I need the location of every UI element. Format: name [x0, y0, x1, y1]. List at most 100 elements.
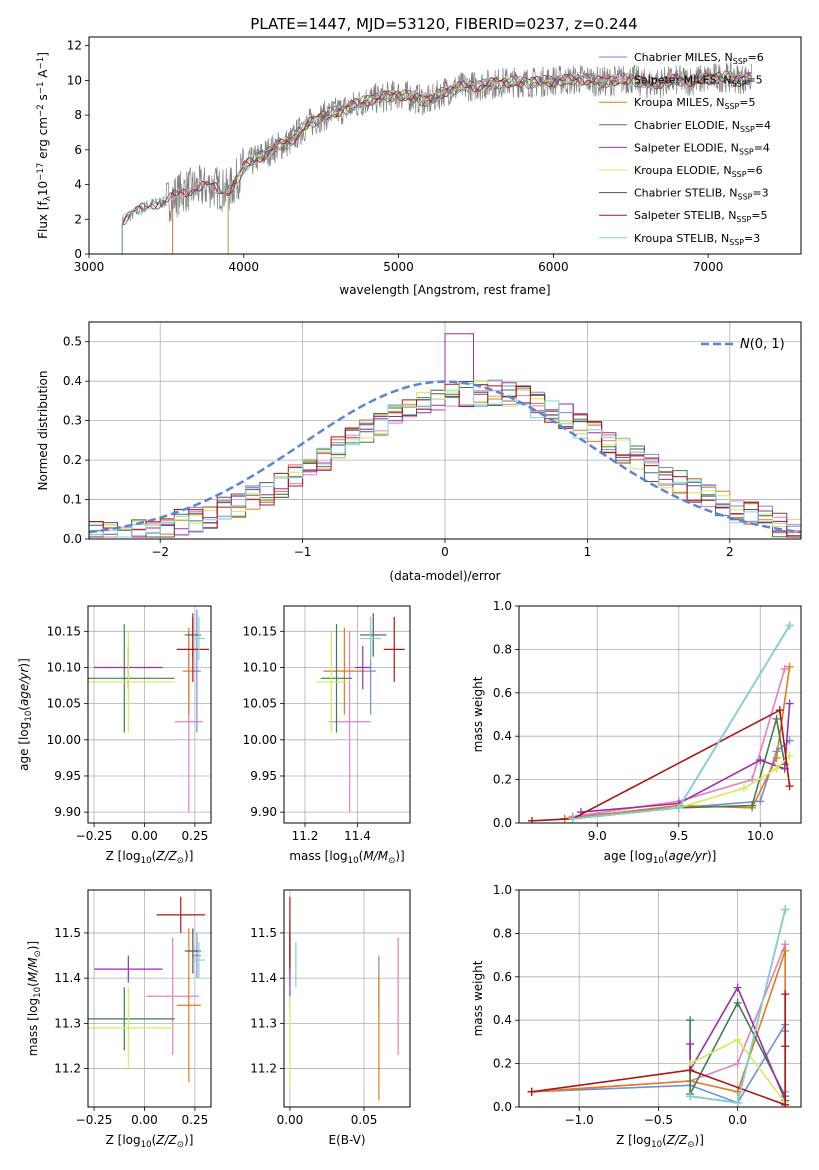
y-tick-label: 0.4 — [63, 374, 82, 388]
model-line-chabrier-miles — [172, 72, 751, 254]
marker-chabrier-elodie — [733, 998, 742, 1007]
y-tick-label: 10 — [67, 73, 82, 87]
legend-label-kroupa-stelib: Kroupa STELIB, NSSP=3 — [634, 232, 760, 247]
marker-kroupa-stelib — [785, 621, 794, 630]
mass-vs-metallicity-panel: −0.25 0.00 0.25 11.2 11.3 11.4 11.5 Z [log10(Z/… — [26, 889, 212, 1150]
y-tick-label: 0.8 — [493, 642, 512, 656]
plot-area — [528, 621, 794, 823]
marker-salpeter-elodie — [733, 983, 742, 992]
mass-weight-vs-age-panel: 9.0 9.5 10.0 0.0 0.2 0.4 0.6 0.8 1.0 age [log10(a… — [471, 599, 802, 866]
x-tick-label: −0.25 — [76, 1113, 113, 1127]
marker-kroupa-elodie — [772, 764, 781, 773]
model-line-kroupa-stelib — [121, 72, 752, 254]
marker-kroupa-elodie — [733, 1035, 742, 1044]
y-tick-label: 0.4 — [493, 1013, 512, 1027]
marker-salpeter-elodie — [756, 756, 765, 765]
x-axis-label: mass [log10(M/M⊙)] — [289, 849, 404, 866]
legend-label-chabrier-elodie: Chabrier ELODIE, NSSP=4 — [634, 119, 771, 134]
series-line-kroupa-miles — [564, 666, 791, 820]
marker-salpeter-stelib — [528, 816, 537, 823]
x-tick-label: 5000 — [383, 260, 414, 274]
y-axis-label: mass weight — [471, 676, 485, 752]
marker-kroupa-miles — [781, 946, 790, 955]
marker-kroupa-stelib — [733, 1098, 742, 1107]
y-tick-label: 10.00 — [47, 733, 81, 747]
y-tick-label: 10.15 — [47, 624, 81, 638]
x-tick-label: 4000 — [229, 260, 260, 274]
x-axis-label: wavelength [Angstrom, rest frame] — [339, 283, 550, 297]
legend-label-salpeter-stelib: Salpeter STELIB, NSSP=5 — [634, 209, 767, 224]
y-tick-label: 11.2 — [250, 1062, 277, 1076]
marker-kroupa-miles — [772, 753, 781, 762]
series-line-salpeter-stelib — [531, 708, 791, 822]
y-tick-label: 11.4 — [250, 971, 277, 985]
y-tick-label: 6 — [74, 143, 82, 157]
x-axis-label: Z [log10(Z/Z⊙)] — [106, 1133, 194, 1150]
y-tick-label: 2 — [74, 212, 82, 226]
x-tick-label: 0 — [441, 545, 449, 559]
plot-area — [89, 333, 801, 538]
y-tick-label: 0.2 — [63, 453, 82, 467]
plot-area — [289, 896, 399, 1101]
plot-area — [527, 905, 790, 1107]
plot-area — [315, 613, 405, 813]
x-tick-label: 9.0 — [588, 829, 607, 843]
y-axis-label: mass [log10(M/M⊙)] — [26, 941, 43, 1056]
marker-salpeter-stelib — [781, 1042, 790, 1051]
marker-chabrier-miles — [756, 797, 765, 806]
x-axis-label: age [log10(age/yr)] — [604, 849, 717, 866]
y-tick-label: 10.00 — [243, 733, 277, 747]
y-tick-label: 10.10 — [243, 660, 277, 674]
y-tick-label: 11.3 — [54, 1016, 81, 1030]
y-axis-label: Normed distribution — [36, 371, 50, 491]
axes-frame — [518, 889, 802, 1108]
y-tick-label: 8 — [74, 108, 82, 122]
histogram-kroupa-stelib — [89, 383, 801, 538]
y-tick-label: 11.4 — [54, 971, 81, 985]
y-tick-label: 11.5 — [54, 926, 81, 940]
x-tick-label: 2 — [726, 545, 734, 559]
y-tick-label: 0.8 — [493, 926, 512, 940]
plot-area — [121, 61, 752, 254]
y-tick-label: 9.90 — [250, 805, 277, 819]
marker-kroupa-stelib — [781, 905, 790, 914]
figure-title: PLATE=1447, MJD=53120, FIBERID=0237, z=0… — [250, 15, 637, 33]
y-tick-label: 0 — [74, 247, 82, 261]
spectrum-data-line — [121, 61, 752, 228]
x-axis-label: Z [log10(Z/Z⊙)] — [616, 1133, 704, 1150]
marker-salpeter-elodie — [785, 699, 794, 708]
x-tick-label: 6000 — [538, 260, 569, 274]
axes-frame — [283, 889, 411, 1108]
marker-salpeter-stelib — [775, 706, 784, 715]
x-tick-label: 3000 — [74, 260, 105, 274]
marker-kroupa-elodie — [785, 751, 794, 760]
marker-salpeter-miles — [780, 664, 789, 673]
y-tick-label: 0.5 — [63, 335, 82, 349]
marker-salpeter-stelib — [527, 1087, 536, 1096]
x-axis-label: (data-model)/error — [389, 569, 500, 583]
axes-frame — [87, 889, 212, 1108]
marker-kroupa-miles — [785, 662, 794, 671]
legend-label-chabrier-stelib: Chabrier STELIB, NSSP=3 — [634, 187, 769, 202]
y-tick-label: 0.0 — [493, 816, 512, 830]
marker-salpeter-miles — [733, 1059, 742, 1068]
marker-kroupa-stelib — [686, 1092, 695, 1101]
y-tick-label: 0.6 — [493, 970, 512, 984]
marker-salpeter-stelib — [686, 1066, 695, 1075]
marker-chabrier-elodie — [772, 714, 781, 723]
spectrum-panel: 3000 4000 5000 6000 7000 0 2 4 6 8 10 12 wavelength … — [36, 36, 802, 297]
x-tick-label: −1.0 — [565, 1113, 594, 1127]
y-tick-label: 10.05 — [243, 697, 277, 711]
y-tick-label: 0.1 — [63, 493, 82, 507]
y-tick-label: 1.0 — [493, 883, 512, 897]
x-tick-label: 0.25 — [182, 1113, 209, 1127]
marker-salpeter-stelib — [781, 1100, 790, 1107]
y-tick-label: 0.0 — [63, 532, 82, 546]
marker-chabrier-elodie — [748, 801, 757, 810]
x-tick-label: 0.00 — [131, 829, 158, 843]
x-tick-label: 11.2 — [292, 829, 319, 843]
series-line-salpeter-elodie — [689, 985, 786, 1101]
x-tick-label: −2 — [151, 545, 169, 559]
mass-vs-extinction-panel: 0.00 0.05 11.2 11.3 11.4 11.5 E(B-V) — [250, 889, 411, 1147]
